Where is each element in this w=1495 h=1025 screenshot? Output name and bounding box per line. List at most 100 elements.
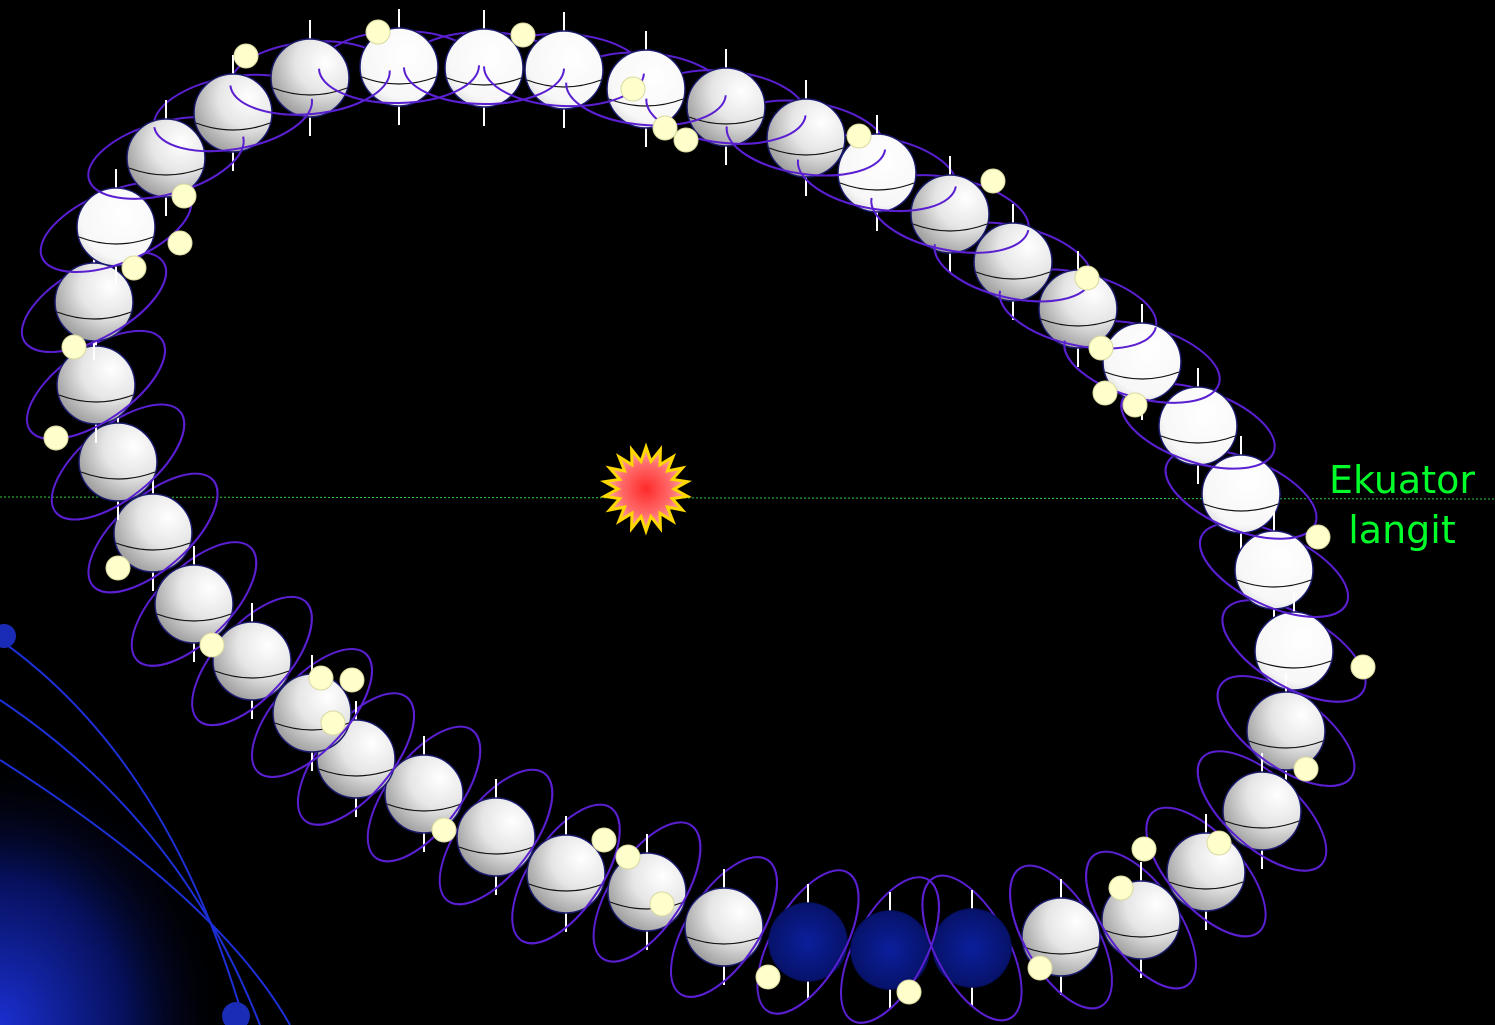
moon-icon (320, 710, 346, 736)
moon-icon (61, 334, 87, 360)
planet-icon (837, 115, 917, 231)
planet-icon (684, 869, 764, 985)
moon-orbit-front (136, 547, 258, 667)
planet-icon (932, 890, 1012, 1006)
moon-orbit-front (870, 197, 1030, 254)
moon-icon (1131, 836, 1157, 862)
corner-node (222, 1002, 250, 1025)
planet-equator (78, 236, 154, 245)
moon-icon (1092, 380, 1118, 406)
moon-icon (233, 43, 259, 69)
moon-icon (365, 19, 391, 45)
moon-icon (339, 667, 365, 693)
moon-icon (620, 76, 646, 102)
planet-equator (1248, 740, 1324, 749)
moon-orbit-front (933, 244, 1092, 303)
planet-equator (686, 936, 762, 945)
planet-icon (56, 327, 136, 443)
planet-icon (1158, 368, 1238, 484)
corner-glow (0, 640, 330, 1025)
orbit-group (20, 9, 1376, 1024)
planet-equator (1168, 881, 1244, 890)
planet-body (384, 754, 464, 834)
moon-orbit-front (1009, 867, 1102, 1010)
moon-orbit-front (54, 411, 186, 521)
moon-orbit-front (852, 878, 940, 1024)
moon-orbit-front (1085, 854, 1189, 990)
planet-icon (973, 204, 1053, 320)
moon-icon (105, 555, 131, 581)
planet-body (837, 133, 917, 213)
planet-icon (686, 49, 766, 165)
planet-body (1158, 386, 1238, 466)
moon-orbit-front (645, 98, 807, 145)
eclipsed-planet (932, 908, 1012, 988)
planet-equator (1256, 660, 1332, 669)
sun-icon (599, 442, 693, 536)
moon-orbit-front (23, 262, 168, 353)
planet-equator (608, 98, 684, 107)
planet-icon (768, 884, 848, 1000)
planet-equator (386, 803, 462, 812)
planet-icon (1254, 593, 1334, 709)
planet-body (359, 27, 439, 107)
moon-orbit-front (1164, 463, 1317, 540)
planet-icon (1222, 753, 1302, 869)
moon-orbit-front (1145, 811, 1260, 938)
moon-orbit-front (1198, 535, 1348, 618)
planet-equator (1040, 318, 1116, 327)
moon-icon (615, 844, 641, 870)
planet-icon (193, 55, 273, 171)
moon-icon (1074, 265, 1100, 291)
planet-body (154, 564, 234, 644)
planet-icon (526, 816, 606, 932)
planet-equator (528, 883, 604, 892)
moon-icon (1293, 756, 1319, 782)
moon-orbit-front (921, 876, 1011, 1022)
moon-icon (308, 665, 334, 691)
planet-body (973, 222, 1053, 302)
planet-equator (128, 167, 204, 176)
planet-equator (195, 122, 271, 131)
moon-icon (1122, 392, 1148, 418)
planet-body (910, 174, 990, 254)
planet-icon (384, 736, 464, 852)
moon-icon (652, 115, 678, 141)
planet-body (526, 834, 606, 914)
moon-icon (431, 817, 457, 843)
corner-arc (0, 699, 261, 1025)
moon-orbit-front (565, 82, 727, 127)
moon-icon (1088, 335, 1114, 361)
moon-orbit-front (796, 159, 957, 212)
moon-orbit-front (304, 696, 416, 826)
eclipsed-planet (850, 910, 930, 990)
equator-label-line2: langit (1348, 508, 1456, 552)
planet-equator (1103, 929, 1179, 938)
moon-orbit-front (1221, 610, 1365, 703)
moon-orbit-front (257, 652, 373, 778)
planet-icon (126, 100, 206, 216)
planet-icon (359, 9, 439, 125)
planet-icon (766, 80, 846, 196)
moon-icon (167, 230, 193, 256)
planet-body (78, 422, 158, 502)
planet-equator (839, 182, 915, 191)
planet-body (766, 98, 846, 178)
corner-arc (0, 759, 291, 1025)
moon-orbit-front (1196, 757, 1323, 872)
moon-icon (1305, 524, 1331, 550)
planet-equator (1236, 579, 1312, 588)
moon-icon (510, 22, 536, 48)
planet-equator (1023, 946, 1099, 955)
planet-equator (526, 79, 602, 88)
moon-icon (1027, 955, 1053, 981)
planet-equator (361, 76, 437, 85)
planet-equator (1104, 371, 1180, 380)
planet-equator (80, 471, 156, 480)
planet-icon (154, 546, 234, 662)
moon-orbit-front (446, 772, 554, 906)
planet-equator (58, 394, 134, 403)
planet-equator (318, 768, 394, 777)
moon-icon (846, 123, 872, 149)
